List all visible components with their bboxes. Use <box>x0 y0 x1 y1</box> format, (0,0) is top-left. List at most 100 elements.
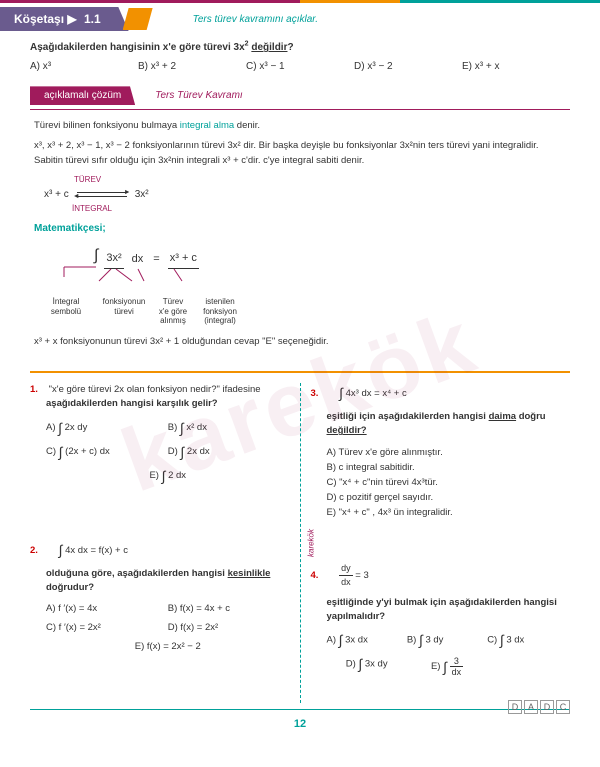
q1-options: A) ∫ 2x dy B) ∫ x² dx C) ∫ (2x + c) dx D… <box>46 420 290 492</box>
q1-opt-c: C) ∫ (2x + c) dx <box>46 444 168 460</box>
q4-opt-a: A) ∫ 3x dx <box>327 632 407 648</box>
question-1: 1. "x'e göre türevi 2x olan fonksiyon ne… <box>30 383 290 492</box>
q2-number: 2. <box>30 544 46 558</box>
arrow-right-icon <box>77 192 127 193</box>
right-column: 3. ∫ 4x³ dx = x⁴ + c eşitliği için aşağı… <box>311 383 571 703</box>
q1-number: 1. <box>30 383 46 397</box>
q4-fraction: dy dx <box>339 562 353 590</box>
q3-number: 3. <box>311 387 327 401</box>
q4e-d: dx <box>450 667 464 677</box>
ans-1: D <box>508 700 522 714</box>
connector-lines-icon <box>44 265 244 287</box>
q2-prompt-b: kesinlikle <box>228 568 271 579</box>
diagram-top-label: TÜREV <box>74 174 566 187</box>
q1-prompt-b: aşağıdakilerden hangisi karşılık gelir? <box>46 398 218 409</box>
opt-e: E) x³ + x <box>462 61 570 72</box>
header-caption: Ters türev kavramını açıklar. <box>193 14 318 25</box>
question-3: 3. ∫ 4x³ dx = x⁴ + c eşitliği için aşağı… <box>311 383 571 518</box>
integral-notation-diagram: ∫ 3x² dx = x³ + c İntegralsembolü <box>44 243 566 325</box>
badge-number: 1.1 <box>84 12 101 26</box>
q4-opt-b: B) ∫ 3 dy <box>407 632 487 648</box>
opt-d: D) x³ − 2 <box>354 61 462 72</box>
q3-prompt-d: değildir? <box>327 425 367 436</box>
sol-conclusion: x³ + x fonksiyonunun türevi 3x² + 1 oldu… <box>34 334 566 349</box>
question-4: 4. dy dx = 3 eşitliğinde y'yi bulmak içi… <box>311 562 571 686</box>
q2-prompt-a: olduğuna göre, aşağıdakilerden hangisi <box>46 568 228 579</box>
q2-opt-b: B) f(x) = 4x + c <box>168 603 290 614</box>
q4-eq-rhs: = 3 <box>355 570 368 581</box>
opt-a: A) x³ <box>30 61 138 72</box>
q1-opt-d: D) ∫ 2x dx <box>168 444 290 460</box>
solution-tab: açıklamalı çözüm <box>30 86 135 105</box>
lbl-istenilen: istenilenfonksiyon(integral) <box>196 297 244 326</box>
q3-opt-c: C) "x⁴ + c"nin türevi 4x³tür. <box>327 477 571 488</box>
q4e-n: 3 <box>450 656 464 667</box>
q4-options: A) ∫ 3x dx B) ∫ 3 dy C) ∫ 3 dx D) ∫ 3x d… <box>327 632 571 685</box>
question-2: 2. ∫ 4x dx = f(x) + c olduğuna göre, aşa… <box>30 540 290 661</box>
diagram-right: 3x² <box>135 187 149 203</box>
q3-prompt-c: doğru <box>519 411 546 422</box>
q4-prompt: eşitliğinde y'yi bulmak için aşağıdakile… <box>327 597 557 622</box>
lbl-turev: Türevx'e görealınmış <box>152 297 194 326</box>
solution-tab-row: açıklamalı çözüm Ters Türev Kavramı <box>30 86 570 105</box>
q1-prompt-a: "x'e göre türevi 2x olan fonksiyon nedir… <box>49 384 261 395</box>
opt-c: C) x³ − 1 <box>246 61 354 72</box>
lbl-integral-symbol: İntegralsembolü <box>44 297 88 326</box>
q2-options: A) f ′(x) = 4x B) f(x) = 4x + c C) f ′(x… <box>46 603 290 660</box>
main-q-text-a: Aşağıdakilerden hangisinin x'e göre türe… <box>30 42 245 53</box>
ans-4: C <box>556 700 570 714</box>
q1-opt-a: A) ∫ 2x dy <box>46 420 168 436</box>
solution-title: Ters Türev Kavramı <box>155 90 242 101</box>
q1-opt-b: B) ∫ x² dx <box>168 420 290 436</box>
q4-number: 4. <box>311 569 327 583</box>
ans-3: D <box>540 700 554 714</box>
diagram-left: x³ + c <box>44 187 69 203</box>
opt-b: B) x³ + 2 <box>138 61 246 72</box>
column-separator: karekök <box>300 383 301 703</box>
q3-options: A) Türev x'e göre alınmıştır. B) c integ… <box>327 447 571 518</box>
q2-opt-a: A) f ′(x) = 4x <box>46 603 168 614</box>
sol-line1c: denir. <box>237 120 260 131</box>
q4-opt-c: C) ∫ 3 dx <box>487 632 567 648</box>
separator-label: karekök <box>306 526 315 560</box>
main-question: Aşağıdakilerden hangisinin x'e göre türe… <box>30 41 570 53</box>
answer-key: D A D C <box>508 700 570 714</box>
q2-opt-c: C) f ′(x) = 2x² <box>46 622 168 633</box>
derivative-integral-diagram: TÜREV x³ + c 3x² İNTEGRAL <box>44 174 566 216</box>
main-q-text-c: ? <box>287 42 293 53</box>
q3-opt-d: D) c pozitif gerçel sayıdır. <box>327 492 571 503</box>
q3-prompt-b: daima <box>489 411 516 422</box>
ans-2: A <box>524 700 538 714</box>
q2-opt-e: E) f(x) = 2x² − 2 <box>46 641 290 652</box>
q1-opt-e: E) ∫ 2 dx <box>46 468 290 484</box>
q4-opt-e: E) ∫ 3dx <box>407 656 487 677</box>
diagram-bot-label: İNTEGRAL <box>72 203 566 216</box>
top-accent-bar <box>0 0 600 3</box>
arrow-left-icon <box>77 196 127 197</box>
footer-rule <box>30 709 570 710</box>
q3-opt-e: E) "x⁴ + c" , 4x³ ün integralidir. <box>327 507 571 518</box>
main-q-underline: değildir <box>251 42 287 53</box>
left-column: 1. "x'e göre türevi 2x olan fonksiyon ne… <box>30 383 290 703</box>
lbl-func-deriv: fonksiyonuntürevi <box>98 297 150 326</box>
q4-frac-num: dy <box>339 562 353 577</box>
q3-opt-b: B) c integral sabitidir. <box>327 462 571 473</box>
q2-prompt-c: doğrudur? <box>46 582 94 593</box>
section-divider <box>30 371 570 373</box>
solution-box: Türevi bilinen fonksiyonu bulmaya integr… <box>30 109 570 361</box>
section-badge: Köşetaşı ▶ 1.1 <box>0 7 129 31</box>
badge-prefix: Köşetaşı ▶ <box>14 12 77 26</box>
sol-line2: x³, x³ + 2, x³ − 1, x³ − 2 fonksiyonları… <box>34 138 566 168</box>
exercises-grid: 1. "x'e göre türevi 2x olan fonksiyon ne… <box>30 383 570 703</box>
q4-frac-den: dx <box>339 576 353 590</box>
q4-opt-d: D) ∫ 3x dy <box>327 656 407 677</box>
badge-stripe <box>123 8 153 30</box>
q2-opt-d: D) f(x) = 2x² <box>168 622 290 633</box>
section-header: Köşetaşı ▶ 1.1 Ters türev kavramını açık… <box>0 7 600 31</box>
page-number: 12 <box>0 718 600 730</box>
math-subhead: Matematikçesi; <box>34 221 566 237</box>
q3-opt-a: A) Türev x'e göre alınmıştır. <box>327 447 571 458</box>
main-options: A) x³ B) x³ + 2 C) x³ − 1 D) x³ − 2 E) x… <box>30 61 570 72</box>
sol-line1b: integral alma <box>180 120 234 131</box>
q3-prompt-a: eşitliği için aşağıdakilerden hangisi <box>327 411 489 422</box>
